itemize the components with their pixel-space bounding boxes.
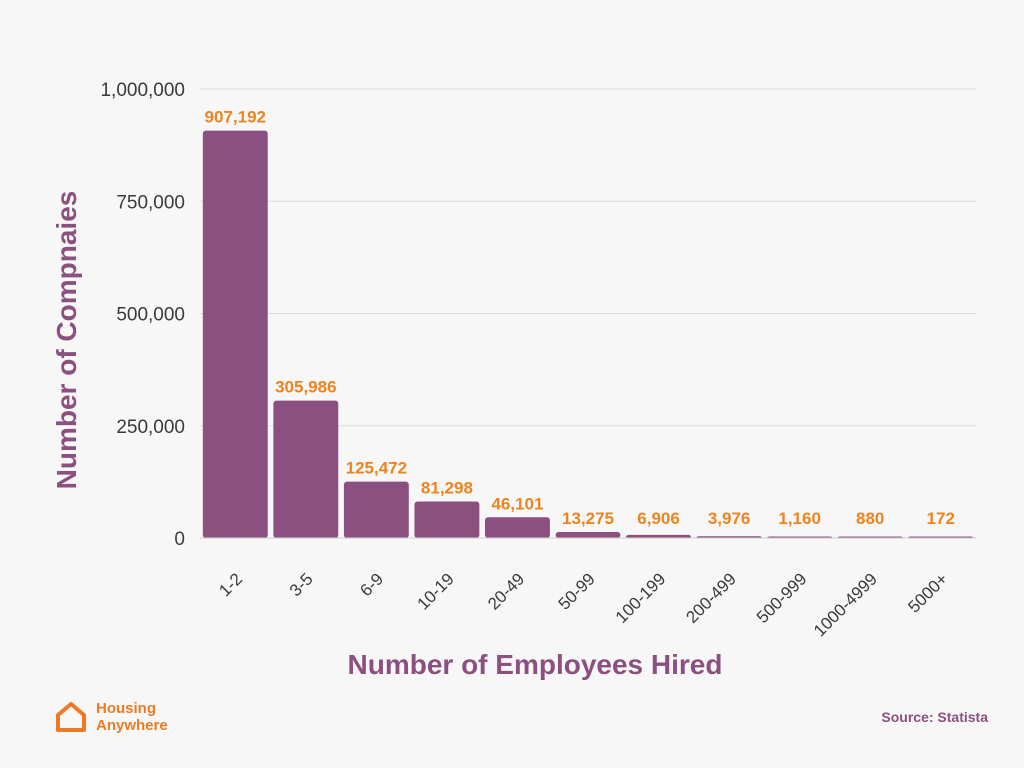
logo-line-2: Anywhere [96,717,168,734]
x-tick-label: 20-49 [484,569,528,613]
value-label: 125,472 [346,459,407,478]
x-tick-label: 10-19 [414,569,458,613]
house-icon [56,702,86,732]
x-tick-label: 50-99 [555,569,599,613]
y-axis-ticks: 0 250,000 500,000 750,000 1,000,000 [100,80,185,550]
x-tick-label: 5000+ [904,569,951,616]
x-tick-label: 3-5 [286,569,317,600]
value-label: 1,160 [778,509,821,528]
x-tick-label: 1-2 [215,569,246,600]
value-label: 880 [856,509,884,528]
y-tick-label: 1,000,000 [100,80,185,101]
source-note: Source: Statista [881,709,988,725]
gridlines [200,88,976,427]
value-label: 6,906 [637,509,680,528]
bar-6-9 [343,481,409,538]
x-tick-label: 200-499 [682,569,740,627]
bar-100-199 [626,534,691,538]
x-tick-label: 100-199 [612,569,670,627]
y-tick-label: 0 [174,529,185,550]
bar-20-49 [485,517,550,538]
x-tick-label: 500-999 [753,569,811,627]
value-label: 305,986 [275,378,336,397]
y-axis-title: Number of Compnaies [51,191,82,490]
value-labels: 907,192 305,986 125,472 81,298 46,101 13,275 6… [205,108,955,528]
value-label: 907,192 [205,108,266,127]
logo-line-1: Housing [96,700,156,717]
value-label: 13,275 [562,509,614,528]
value-label: 172 [927,509,955,528]
y-tick-label: 750,000 [116,192,185,213]
x-tick-label: 6-9 [356,569,387,600]
value-label: 3,976 [708,509,751,528]
y-tick-label: 250,000 [116,417,185,438]
x-tick-label: 1000-4999 [810,569,881,640]
x-axis-title: Number of Employees Hired [348,649,723,680]
y-tick-label: 500,000 [116,305,185,326]
bar-3-5 [273,400,339,538]
bar-50-99 [555,532,621,538]
bar-10-19 [414,501,480,538]
value-label: 46,101 [491,494,543,513]
bars [202,130,974,539]
value-label: 81,298 [421,478,473,497]
housing-anywhere-logo: Housing Anywhere [54,700,168,734]
bar-1-2 [202,130,268,539]
x-axis-ticks: 1-2 3-5 6-9 10-19 20-49 50-99 100-199 200-499 50… [215,569,951,640]
